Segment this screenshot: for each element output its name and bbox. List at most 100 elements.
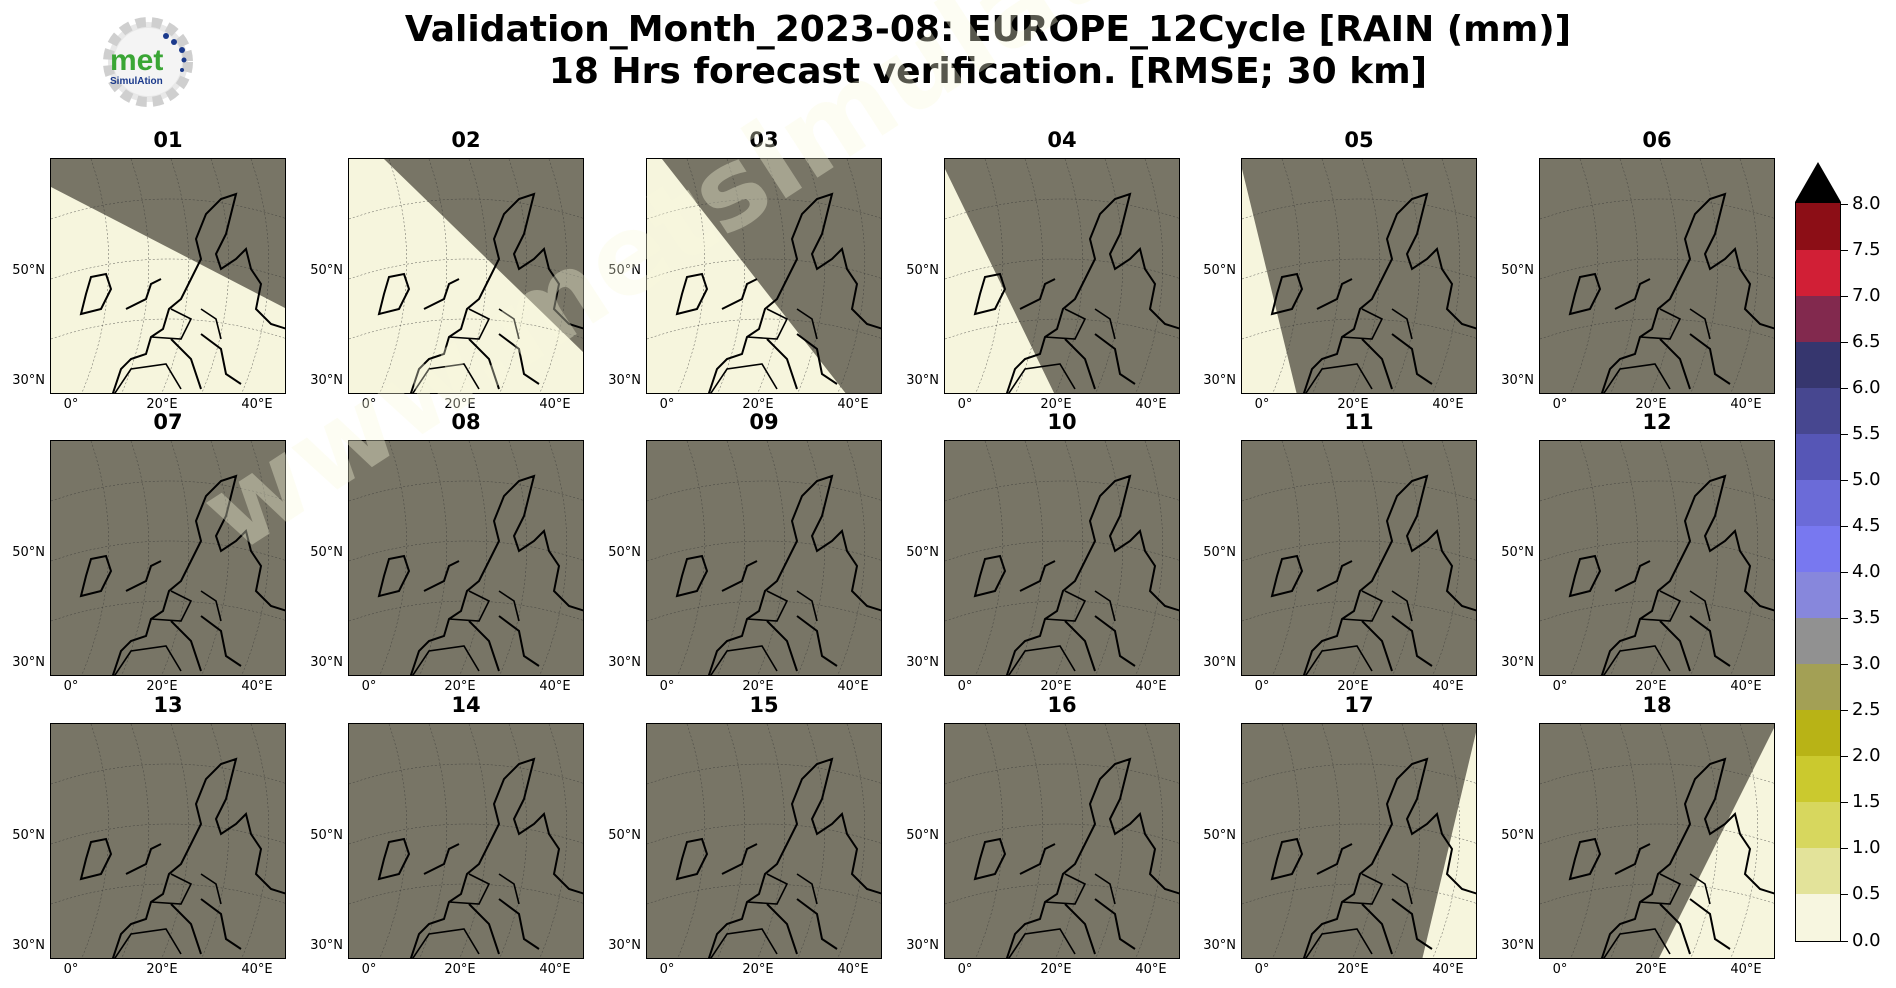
map-panel [1241,723,1477,959]
longitude-label: 0° [63,962,79,977]
colorbar-tick-label: 0.5 [1852,883,1881,905]
colorbar-tick-mark [1841,572,1848,573]
longitude-label: 20°E [1337,962,1369,977]
longitude-label: 0° [361,397,377,412]
latitude-label: 50°N [608,545,641,560]
longitude-label: 40°E [1432,397,1464,412]
longitude-label: 40°E [539,679,571,694]
latitude-label: 30°N [608,373,641,388]
map-panel [1539,440,1775,676]
panel-title: 02 [451,128,481,152]
colorbar-segment [1796,203,1840,250]
latitude-label: 50°N [12,263,45,278]
panel-title: 10 [1047,410,1077,434]
colorbar-tick-mark [1841,249,1848,251]
panel-title: 05 [1344,128,1374,152]
longitude-label: 0° [63,679,79,694]
colorbar-segment [1796,847,1840,895]
map-panel [646,440,882,676]
map-panel [1241,440,1477,676]
longitude-label: 40°E [1432,679,1464,694]
longitude-label: 40°E [241,679,273,694]
map-panel [1241,158,1477,394]
longitude-label: 20°E [1635,397,1667,412]
colorbar-tick-label: 7.5 [1852,238,1881,260]
longitude-label: 20°E [742,397,774,412]
longitude-label: 20°E [1040,397,1072,412]
colorbar-tick-mark [1841,618,1848,620]
latitude-label: 30°N [310,938,343,953]
panel-title: 17 [1344,693,1374,717]
longitude-label: 20°E [146,679,178,694]
colorbar-tick-mark [1841,295,1848,297]
logo-subtext: SimulAtion [110,76,163,87]
colorbar-tick-label: 7.0 [1852,284,1881,306]
colorbar-tick-label: 5.0 [1852,468,1881,490]
longitude-label: 40°E [1135,397,1167,412]
colorbar-segment [1796,617,1840,665]
colorbar-extend-arrow [1795,162,1841,202]
longitude-label: 0° [1552,679,1568,694]
panel-title: 14 [451,693,481,717]
panel-title: 07 [153,410,183,434]
colorbar-tick-label: 5.5 [1852,422,1881,444]
latitude-label: 30°N [1203,938,1236,953]
latitude-label: 30°N [310,655,343,670]
colorbar-tick-mark [1841,525,1848,527]
colorbar-segment [1796,571,1840,619]
longitude-label: 0° [659,397,675,412]
colorbar-tick-mark [1841,940,1848,942]
colorbar-segment [1796,663,1840,711]
latitude-label: 30°N [1203,655,1236,670]
longitude-label: 40°E [837,679,869,694]
longitude-label: 0° [957,397,973,412]
colorbar-tick-label: 6.0 [1852,376,1881,398]
latitude-label: 50°N [906,545,939,560]
colorbar-segment [1796,893,1840,941]
latitude-label: 30°N [12,655,45,670]
colorbar-tick-mark [1841,433,1848,435]
colorbar-tick-mark [1841,664,1848,666]
longitude-label: 0° [957,962,973,977]
panel-title: 01 [153,128,183,152]
latitude-label: 50°N [12,545,45,560]
latitude-label: 50°N [1501,545,1534,560]
latitude-label: 30°N [1501,938,1534,953]
colorbar-tick-label: 8.0 [1852,192,1881,214]
latitude-label: 50°N [1203,263,1236,278]
latitude-label: 50°N [12,828,45,843]
latitude-label: 50°N [1203,828,1236,843]
panel-title: 12 [1642,410,1672,434]
latitude-label: 50°N [608,263,641,278]
map-panel [1539,723,1775,959]
longitude-label: 0° [63,397,79,412]
map-panel [646,723,882,959]
colorbar-segment [1796,341,1840,388]
colorbar-tick-label: 4.5 [1852,514,1881,536]
longitude-label: 40°E [1135,962,1167,977]
longitude-label: 20°E [146,397,178,412]
latitude-label: 30°N [906,655,939,670]
colorbar-tick-mark [1841,710,1848,712]
longitude-label: 40°E [837,962,869,977]
longitude-label: 0° [659,679,675,694]
map-panel [50,158,286,394]
panel-title: 08 [451,410,481,434]
latitude-label: 30°N [12,373,45,388]
colorbar-tick-mark [1841,479,1848,481]
panel-title: 06 [1642,128,1672,152]
figure-title-line2: 18 Hrs forecast verification. [RMSE; 30 … [548,51,1428,92]
colorbar-tick-label: 0.0 [1852,929,1881,951]
colorbar-segment [1796,479,1840,526]
colorbar-tick-mark [1841,387,1848,389]
panel-title: 11 [1344,410,1374,434]
colorbar [1795,202,1841,942]
longitude-label: 0° [1552,962,1568,977]
figure-title-line1: Validation_Month_2023-08: EUROPE_12Cycle… [404,9,1572,50]
colorbar-segment [1796,525,1840,572]
longitude-label: 20°E [146,962,178,977]
colorbar-tick-label: 2.5 [1852,699,1881,721]
longitude-label: 0° [957,679,973,694]
map-panel [1539,158,1775,394]
colorbar-segment [1796,433,1840,480]
